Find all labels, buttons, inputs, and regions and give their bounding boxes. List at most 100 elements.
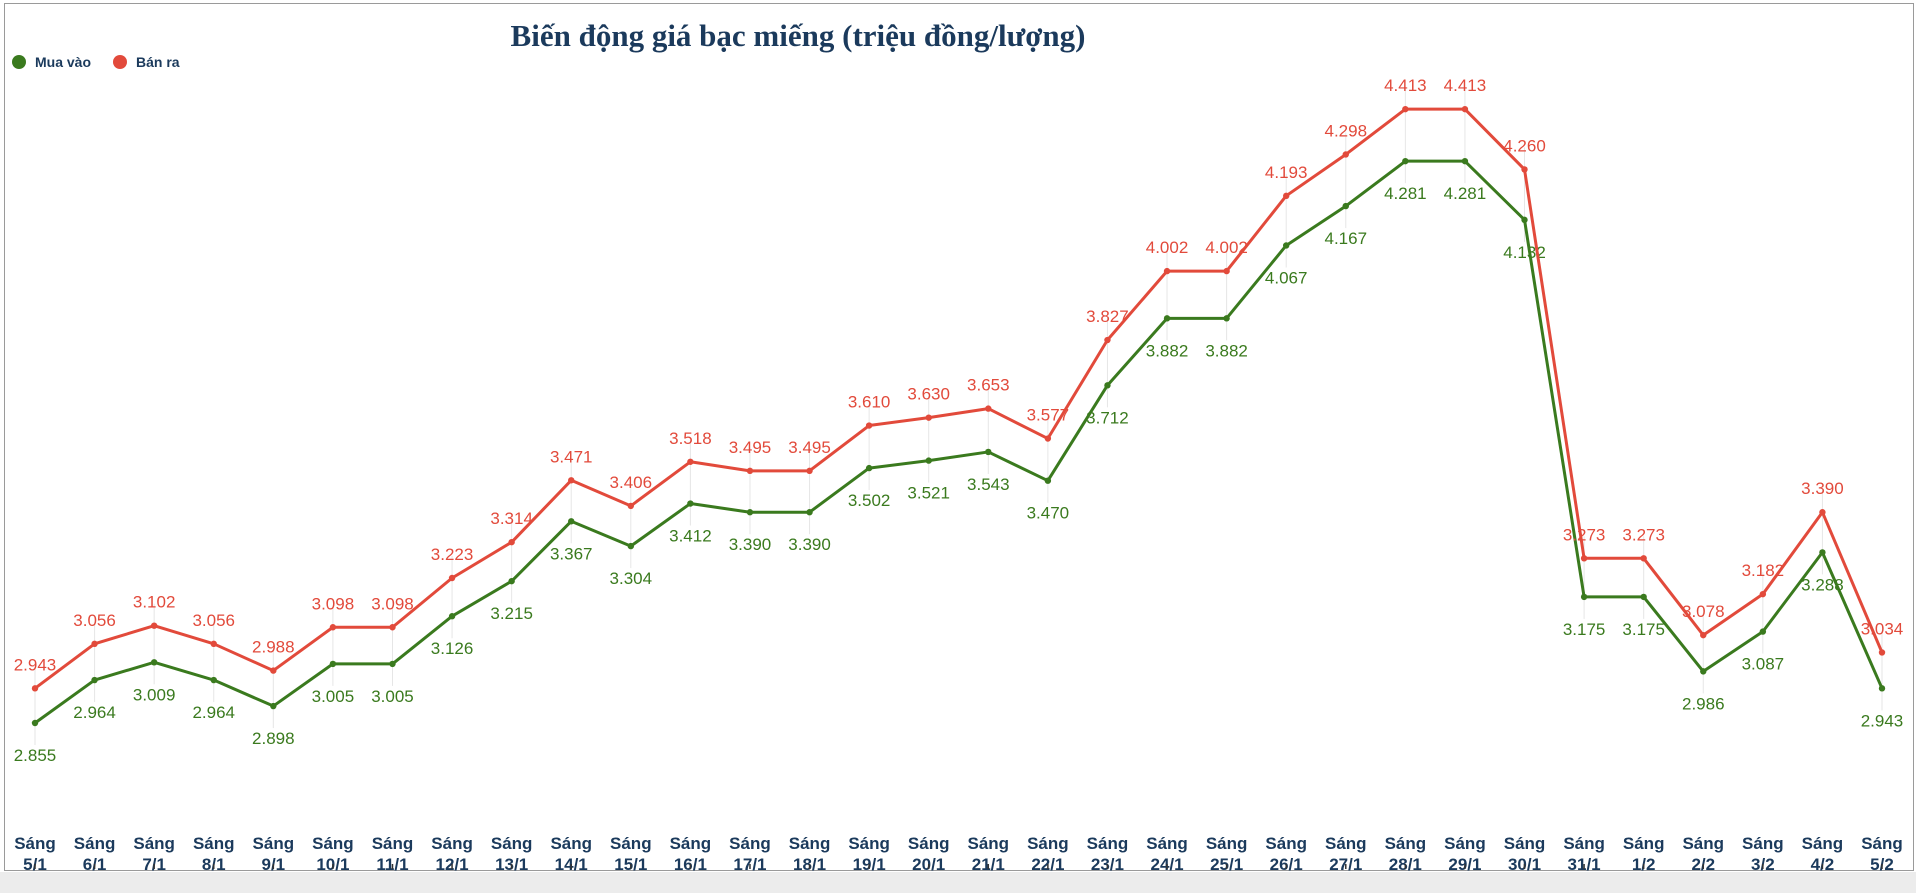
legend-item-ban-ra: Bán ra	[113, 54, 180, 70]
data-point-ban-ra	[568, 477, 575, 484]
data-label-mua-vao: 4.167	[1325, 229, 1368, 248]
legend-item-mua-vao: Mua vào	[12, 54, 91, 70]
data-point-mua-vao	[448, 613, 456, 620]
data-label-mua-vao: 2.943	[1861, 711, 1904, 730]
data-point-mua-vao	[925, 457, 932, 464]
data-point-ban-ra	[210, 640, 217, 648]
data-label-ban-ra: 3.610	[848, 393, 891, 412]
data-point-ban-ra	[508, 538, 515, 546]
data-label-mua-vao: 2.964	[192, 703, 235, 722]
data-point-ban-ra	[448, 574, 456, 582]
data-point-ban-ra	[1223, 267, 1230, 275]
data-point-ban-ra	[1163, 267, 1171, 275]
data-label-mua-vao: 3.005	[312, 687, 355, 706]
legend: Mua vào Bán ra	[12, 54, 194, 70]
data-label-ban-ra: 3.827	[1086, 307, 1129, 326]
data-label-mua-vao: 2.986	[1682, 694, 1725, 713]
data-label-mua-vao: 2.964	[73, 703, 116, 722]
data-label-ban-ra: 3.182	[1742, 561, 1785, 580]
data-point-ban-ra	[1700, 631, 1707, 639]
data-point-mua-vao	[329, 660, 337, 668]
data-point-ban-ra	[687, 458, 694, 465]
data-label-ban-ra: 4.413	[1384, 76, 1427, 95]
data-label-mua-vao: 3.543	[967, 475, 1010, 494]
data-label-ban-ra: 3.518	[669, 429, 712, 448]
data-label-mua-vao: 2.898	[252, 729, 295, 748]
data-label-mua-vao: 3.215	[490, 604, 533, 623]
data-label-ban-ra: 3.098	[312, 594, 355, 613]
chart-title: Biến động giá bạc miếng (triệu đồng/lượn…	[510, 18, 1086, 53]
data-point-mua-vao	[210, 676, 217, 684]
data-point-ban-ra	[1461, 105, 1469, 113]
data-label-mua-vao: 3.712	[1086, 408, 1129, 427]
data-label-mua-vao: 4.281	[1384, 184, 1427, 203]
data-label-mua-vao: 3.882	[1146, 341, 1189, 360]
data-point-mua-vao	[1104, 382, 1111, 389]
legend-swatch-ban-ra	[113, 55, 128, 69]
data-label-ban-ra: 3.078	[1682, 602, 1725, 621]
data-label-ban-ra: 4.002	[1146, 238, 1189, 257]
data-label-ban-ra: 3.406	[610, 473, 653, 492]
data-label-ban-ra: 4.298	[1325, 121, 1368, 140]
data-label-ban-ra: 3.653	[967, 376, 1010, 395]
data-point-ban-ra	[925, 414, 932, 421]
data-label-ban-ra: 3.102	[133, 593, 176, 612]
data-label-mua-vao: 4.067	[1265, 268, 1308, 287]
data-point-mua-vao	[1640, 593, 1647, 601]
data-label-ban-ra: 4.193	[1265, 163, 1308, 182]
legend-label-ban-ra: Bán ra	[136, 54, 180, 70]
data-label-mua-vao: 3.087	[1742, 655, 1785, 674]
legend-swatch-mua-vao	[12, 55, 26, 69]
data-point-ban-ra	[1402, 105, 1409, 113]
data-label-ban-ra: 3.223	[431, 545, 474, 564]
bottom-strip	[0, 872, 1916, 893]
data-point-mua-vao	[1044, 477, 1052, 484]
data-point-mua-vao	[1700, 668, 1707, 675]
data-label-mua-vao: 3.175	[1563, 620, 1606, 639]
data-point-mua-vao	[1461, 157, 1469, 165]
legend-label-mua-vao: Mua vào	[35, 54, 92, 70]
data-point-mua-vao	[270, 702, 277, 710]
data-point-mua-vao	[568, 518, 575, 525]
data-point-mua-vao	[389, 660, 396, 668]
data-point-ban-ra	[389, 624, 396, 631]
data-label-ban-ra: 3.314	[490, 509, 533, 528]
data-point-ban-ra	[1640, 555, 1647, 562]
data-label-ban-ra: 3.495	[729, 438, 772, 457]
data-label-ban-ra: 3.273	[1622, 525, 1665, 544]
data-point-mua-vao	[985, 448, 992, 456]
data-point-mua-vao	[508, 577, 515, 585]
data-label-ban-ra: 3.471	[550, 447, 593, 466]
data-point-ban-ra	[627, 502, 635, 510]
data-point-ban-ra	[985, 405, 992, 412]
data-label-mua-vao: 3.470	[1027, 504, 1070, 523]
data-label-ban-ra: 3.390	[1801, 479, 1844, 498]
data-point-ban-ra	[91, 640, 98, 648]
data-label-mua-vao: 3.009	[133, 685, 176, 704]
data-point-ban-ra	[806, 467, 813, 475]
data-point-mua-vao	[1521, 216, 1528, 224]
chart-frame	[4, 3, 1914, 871]
data-label-ban-ra: 3.056	[73, 611, 116, 630]
data-point-ban-ra	[1521, 166, 1528, 173]
data-point-ban-ra	[31, 685, 39, 692]
data-label-mua-vao: 3.502	[848, 491, 891, 510]
data-point-mua-vao	[1163, 315, 1171, 322]
data-label-ban-ra: 4.002	[1205, 238, 1248, 257]
data-point-ban-ra	[270, 667, 277, 674]
data-point-ban-ra	[329, 624, 337, 631]
data-label-ban-ra: 3.098	[371, 594, 414, 613]
data-point-mua-vao	[1402, 157, 1409, 165]
data-label-mua-vao: 2.855	[14, 746, 57, 765]
data-label-mua-vao: 3.304	[610, 569, 653, 588]
data-point-ban-ra	[1282, 192, 1290, 200]
data-label-ban-ra: 3.577	[1027, 406, 1070, 425]
data-point-mua-vao	[746, 509, 754, 516]
data-point-ban-ra	[1819, 509, 1826, 516]
data-label-ban-ra: 2.988	[252, 638, 295, 657]
data-point-ban-ra	[746, 467, 754, 475]
data-point-ban-ra	[865, 422, 873, 429]
data-point-mua-vao	[150, 659, 158, 666]
data-label-mua-vao: 3.390	[729, 535, 772, 554]
